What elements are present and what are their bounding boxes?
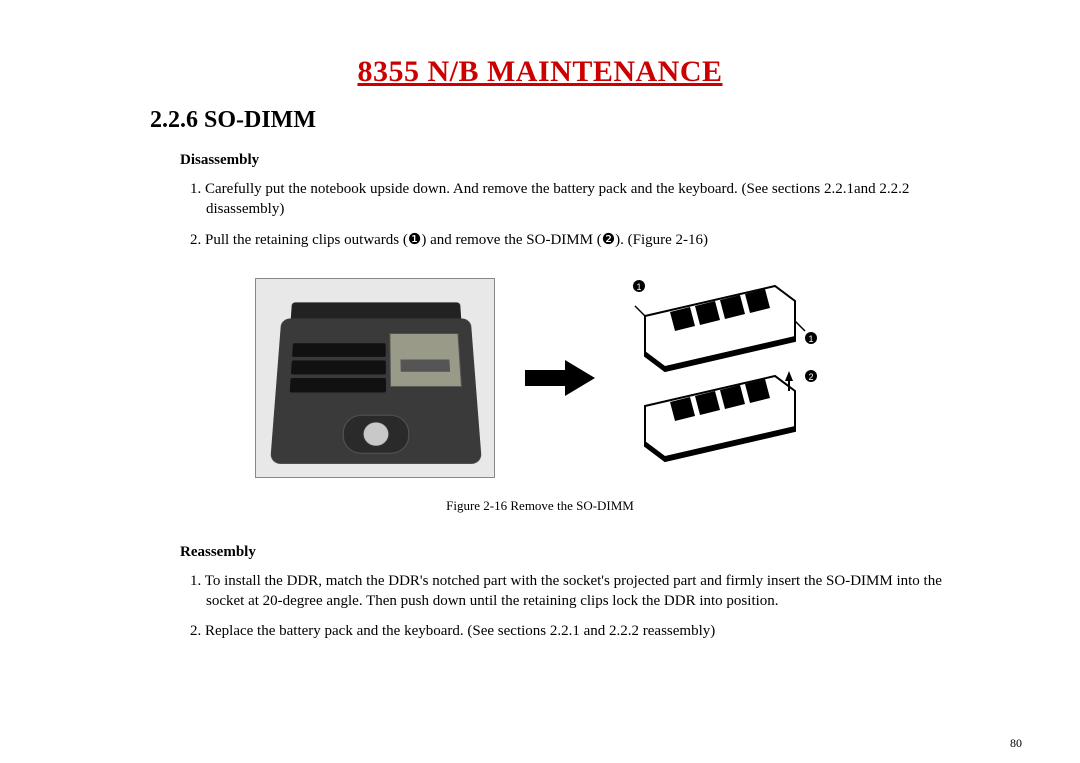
- svg-text:2: 2: [808, 372, 813, 382]
- sodimm-diagram: 1 1 2: [625, 278, 825, 478]
- reassembly-step-1: 1. To install the DDR, match the DDR's n…: [190, 571, 970, 612]
- arrow-icon: [525, 358, 595, 398]
- page-main-title: 8355 N/B MAINTENANCE: [50, 0, 1030, 89]
- disassembly-header: Disassembly: [180, 152, 1030, 169]
- reassembly-step-2: 2. Replace the battery pack and the keyb…: [190, 621, 970, 641]
- disassembly-step-2: 2. Pull the retaining clips outwards (❶)…: [190, 230, 970, 250]
- page-number: 80: [1010, 736, 1022, 751]
- svg-text:1: 1: [808, 334, 813, 344]
- svg-text:1: 1: [636, 282, 641, 292]
- figure-row: 1 1 2: [50, 278, 1030, 478]
- laptop-photo: [255, 278, 495, 478]
- reassembly-header: Reassembly: [180, 544, 1030, 561]
- figure-caption: Figure 2-16 Remove the SO-DIMM: [50, 498, 1030, 514]
- section-title: 2.2.6 SO-DIMM: [150, 107, 1030, 134]
- disassembly-step-1: 1. Carefully put the notebook upside dow…: [190, 179, 970, 220]
